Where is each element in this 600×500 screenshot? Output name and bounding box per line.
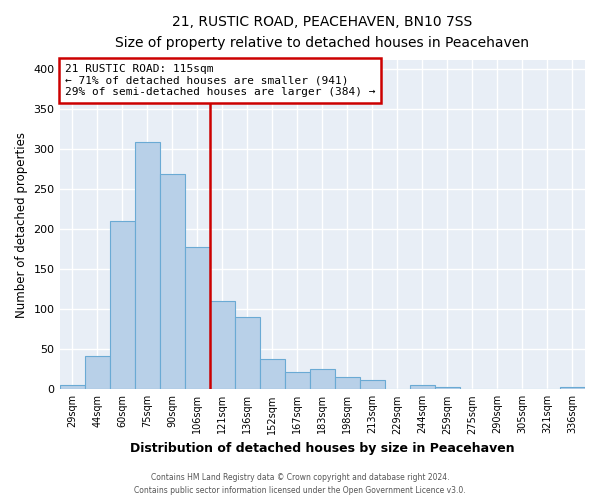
Bar: [260, 359, 285, 390]
Bar: [360, 380, 385, 390]
Bar: [410, 386, 435, 390]
Bar: [235, 317, 260, 390]
Bar: [209, 301, 235, 390]
Bar: [435, 387, 460, 390]
Bar: [460, 388, 485, 390]
Text: Contains HM Land Registry data © Crown copyright and database right 2024.
Contai: Contains HM Land Registry data © Crown c…: [134, 474, 466, 495]
Bar: [285, 372, 310, 390]
Text: 21 RUSTIC ROAD: 115sqm
← 71% of detached houses are smaller (941)
29% of semi-de: 21 RUSTIC ROAD: 115sqm ← 71% of detached…: [65, 64, 375, 97]
Bar: [110, 221, 134, 390]
Bar: [560, 387, 585, 390]
Bar: [160, 174, 185, 390]
X-axis label: Distribution of detached houses by size in Peacehaven: Distribution of detached houses by size …: [130, 442, 515, 455]
Bar: [310, 370, 335, 390]
Title: 21, RUSTIC ROAD, PEACEHAVEN, BN10 7SS
Size of property relative to detached hous: 21, RUSTIC ROAD, PEACEHAVEN, BN10 7SS Si…: [115, 15, 529, 50]
Bar: [134, 142, 160, 390]
Y-axis label: Number of detached properties: Number of detached properties: [15, 132, 28, 318]
Bar: [85, 356, 110, 390]
Bar: [59, 386, 85, 390]
Bar: [185, 246, 209, 390]
Bar: [335, 378, 360, 390]
